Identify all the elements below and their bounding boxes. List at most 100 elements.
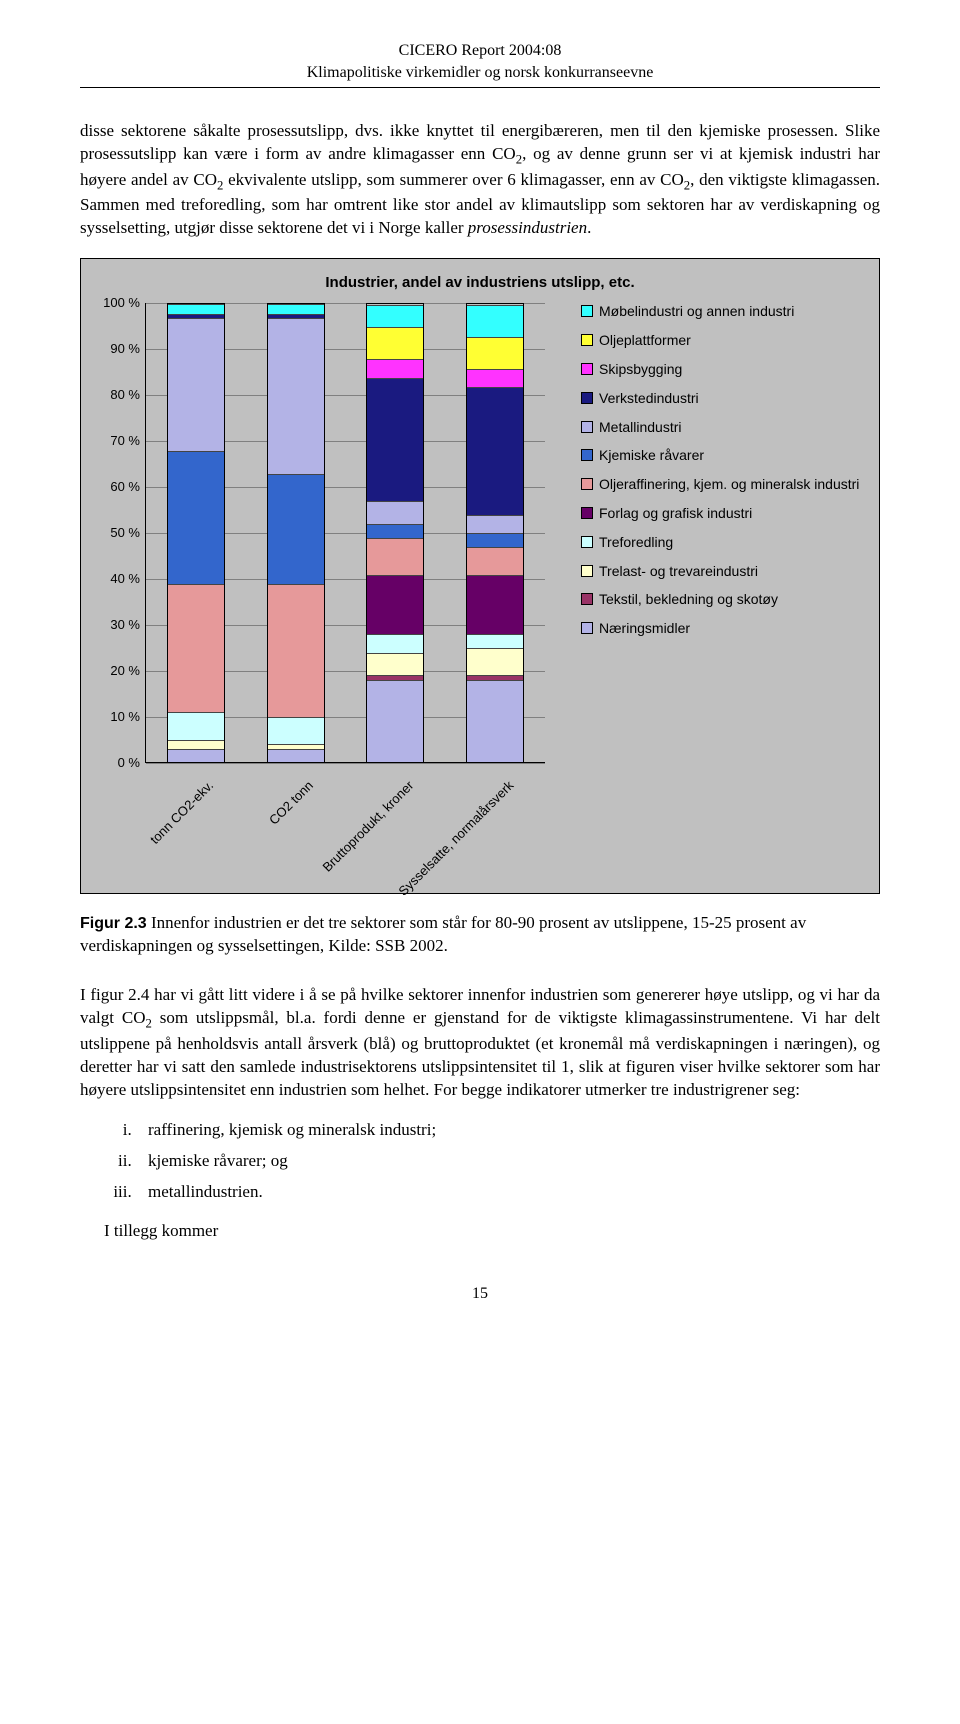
bar-segment: [467, 515, 523, 533]
bar-segment: [367, 680, 423, 762]
legend-swatch: [581, 392, 593, 404]
y-tick-label: 40 %: [95, 571, 140, 589]
legend-swatch: [581, 565, 593, 577]
x-tick-label: CO2 tonn: [266, 777, 318, 829]
legend-item: Tekstil, bekledning og skotøy: [581, 591, 865, 608]
legend-item: Næringsmidler: [581, 620, 865, 637]
legend-swatch: [581, 449, 593, 461]
chart-body: 0 %10 %20 %30 %40 %50 %60 %70 %80 %90 %1…: [95, 303, 865, 873]
bar-segment: [467, 533, 523, 547]
bar-segment: [467, 634, 523, 648]
legend-swatch: [581, 507, 593, 519]
legend-label: Verkstedindustri: [599, 390, 699, 407]
list-item: metallindustrien.: [136, 1181, 880, 1204]
bar: [267, 303, 325, 762]
legend-item: Kjemiske råvarer: [581, 447, 865, 464]
bar-segment: [467, 337, 523, 369]
bar-segment: [268, 318, 324, 474]
y-tick-label: 90 %: [95, 341, 140, 359]
bar-segment: [268, 474, 324, 584]
legend-swatch: [581, 305, 593, 317]
legend-swatch: [581, 334, 593, 346]
numbered-list: raffinering, kjemisk og mineralsk indust…: [80, 1119, 880, 1204]
x-tick-label: Bruttoprodukt, kroner: [319, 777, 418, 876]
paragraph-2: I figur 2.4 har vi gått litt videre i å …: [80, 984, 880, 1101]
paragraph-1: disse sektorene såkalte prosessutslipp, …: [80, 120, 880, 240]
y-tick-label: 80 %: [95, 387, 140, 405]
bar-segment: [168, 584, 224, 712]
bar-segment: [467, 648, 523, 675]
bar-segment: [268, 717, 324, 744]
header-line2: Klimapolitiske virkemidler og norsk konk…: [80, 62, 880, 84]
legend-label: Metallindustri: [599, 419, 681, 436]
bar-segment: [467, 680, 523, 762]
y-tick-label: 30 %: [95, 617, 140, 635]
legend-swatch: [581, 622, 593, 634]
bar-segment: [367, 327, 423, 359]
header-rule: [80, 87, 880, 88]
bar-segment: [367, 653, 423, 676]
bar-segment: [168, 318, 224, 451]
bar-segment: [367, 305, 423, 328]
caption-text: Innenfor industrien er det tre sektorer …: [80, 913, 806, 955]
legend-item: Metallindustri: [581, 419, 865, 436]
legend-label: Oljeraffinering, kjem. og mineralsk indu…: [599, 476, 859, 493]
legend-item: Møbelindustri og annen industri: [581, 303, 865, 320]
legend-label: Oljeplattformer: [599, 332, 691, 349]
y-tick-label: 50 %: [95, 525, 140, 543]
legend-item: Oljeplattformer: [581, 332, 865, 349]
list-item: kjemiske råvarer; og: [136, 1150, 880, 1173]
bar: [167, 303, 225, 762]
plot-area: [145, 303, 545, 763]
y-tick-label: 70 %: [95, 433, 140, 451]
legend-label: Kjemiske råvarer: [599, 447, 704, 464]
bar-segment: [367, 359, 423, 377]
bar-segment: [268, 304, 324, 313]
legend-item: Forlag og grafisk industri: [581, 505, 865, 522]
bar: [366, 303, 424, 762]
x-axis-labels: tonn CO2-ekv. CO2 tonnBruttoprodukt, kron…: [145, 771, 545, 881]
legend-swatch: [581, 363, 593, 375]
bar-segment: [367, 538, 423, 575]
legend-label: Næringsmidler: [599, 620, 690, 637]
x-tick-label: Sysselsatte, normalårsverk: [395, 777, 518, 900]
legend-label: Forlag og grafisk industri: [599, 505, 752, 522]
figure-caption: Figur 2.3 Innenfor industrien er det tre…: [80, 912, 880, 958]
bar-segment: [168, 451, 224, 584]
y-tick-label: 60 %: [95, 479, 140, 497]
legend-swatch: [581, 421, 593, 433]
bar-segment: [467, 369, 523, 387]
y-tick-label: 100 %: [95, 295, 140, 313]
y-tick-label: 20 %: [95, 663, 140, 681]
legend-item: Treforedling: [581, 534, 865, 551]
legend: Møbelindustri og annen industri Oljeplatt…: [581, 303, 865, 873]
y-tick-label: 10 %: [95, 709, 140, 727]
bar-segment: [367, 378, 423, 502]
bar-segment: [168, 749, 224, 763]
legend-swatch: [581, 593, 593, 605]
x-tick-label: tonn CO2-ekv.: [146, 777, 217, 848]
y-tick-label: 0 %: [95, 755, 140, 773]
bar-segment: [367, 501, 423, 524]
chart-title: Industrier, andel av industriens utslipp…: [95, 273, 865, 293]
bar-segment: [168, 712, 224, 739]
legend-item: Skipsbygging: [581, 361, 865, 378]
bars-row: [146, 303, 545, 762]
bar-segment: [467, 305, 523, 337]
report-header: CICERO Report 2004:08 Klimapolitiske vir…: [80, 40, 880, 83]
legend-label: Møbelindustri og annen industri: [599, 303, 794, 320]
bar-segment: [467, 547, 523, 574]
bar-segment: [268, 749, 324, 763]
header-line1: CICERO Report 2004:08: [80, 40, 880, 62]
legend-item: Trelast- og trevareindustri: [581, 563, 865, 580]
bar-segment: [367, 575, 423, 635]
legend-label: Tekstil, bekledning og skotøy: [599, 591, 778, 608]
tail-line: I tillegg kommer: [104, 1220, 880, 1243]
caption-label: Figur 2.3: [80, 915, 147, 932]
bar-segment: [168, 304, 224, 313]
legend-swatch: [581, 478, 593, 490]
bar-segment: [467, 387, 523, 515]
legend-item: Oljeraffinering, kjem. og mineralsk indu…: [581, 476, 865, 493]
bar-segment: [268, 584, 324, 717]
legend-swatch: [581, 536, 593, 548]
